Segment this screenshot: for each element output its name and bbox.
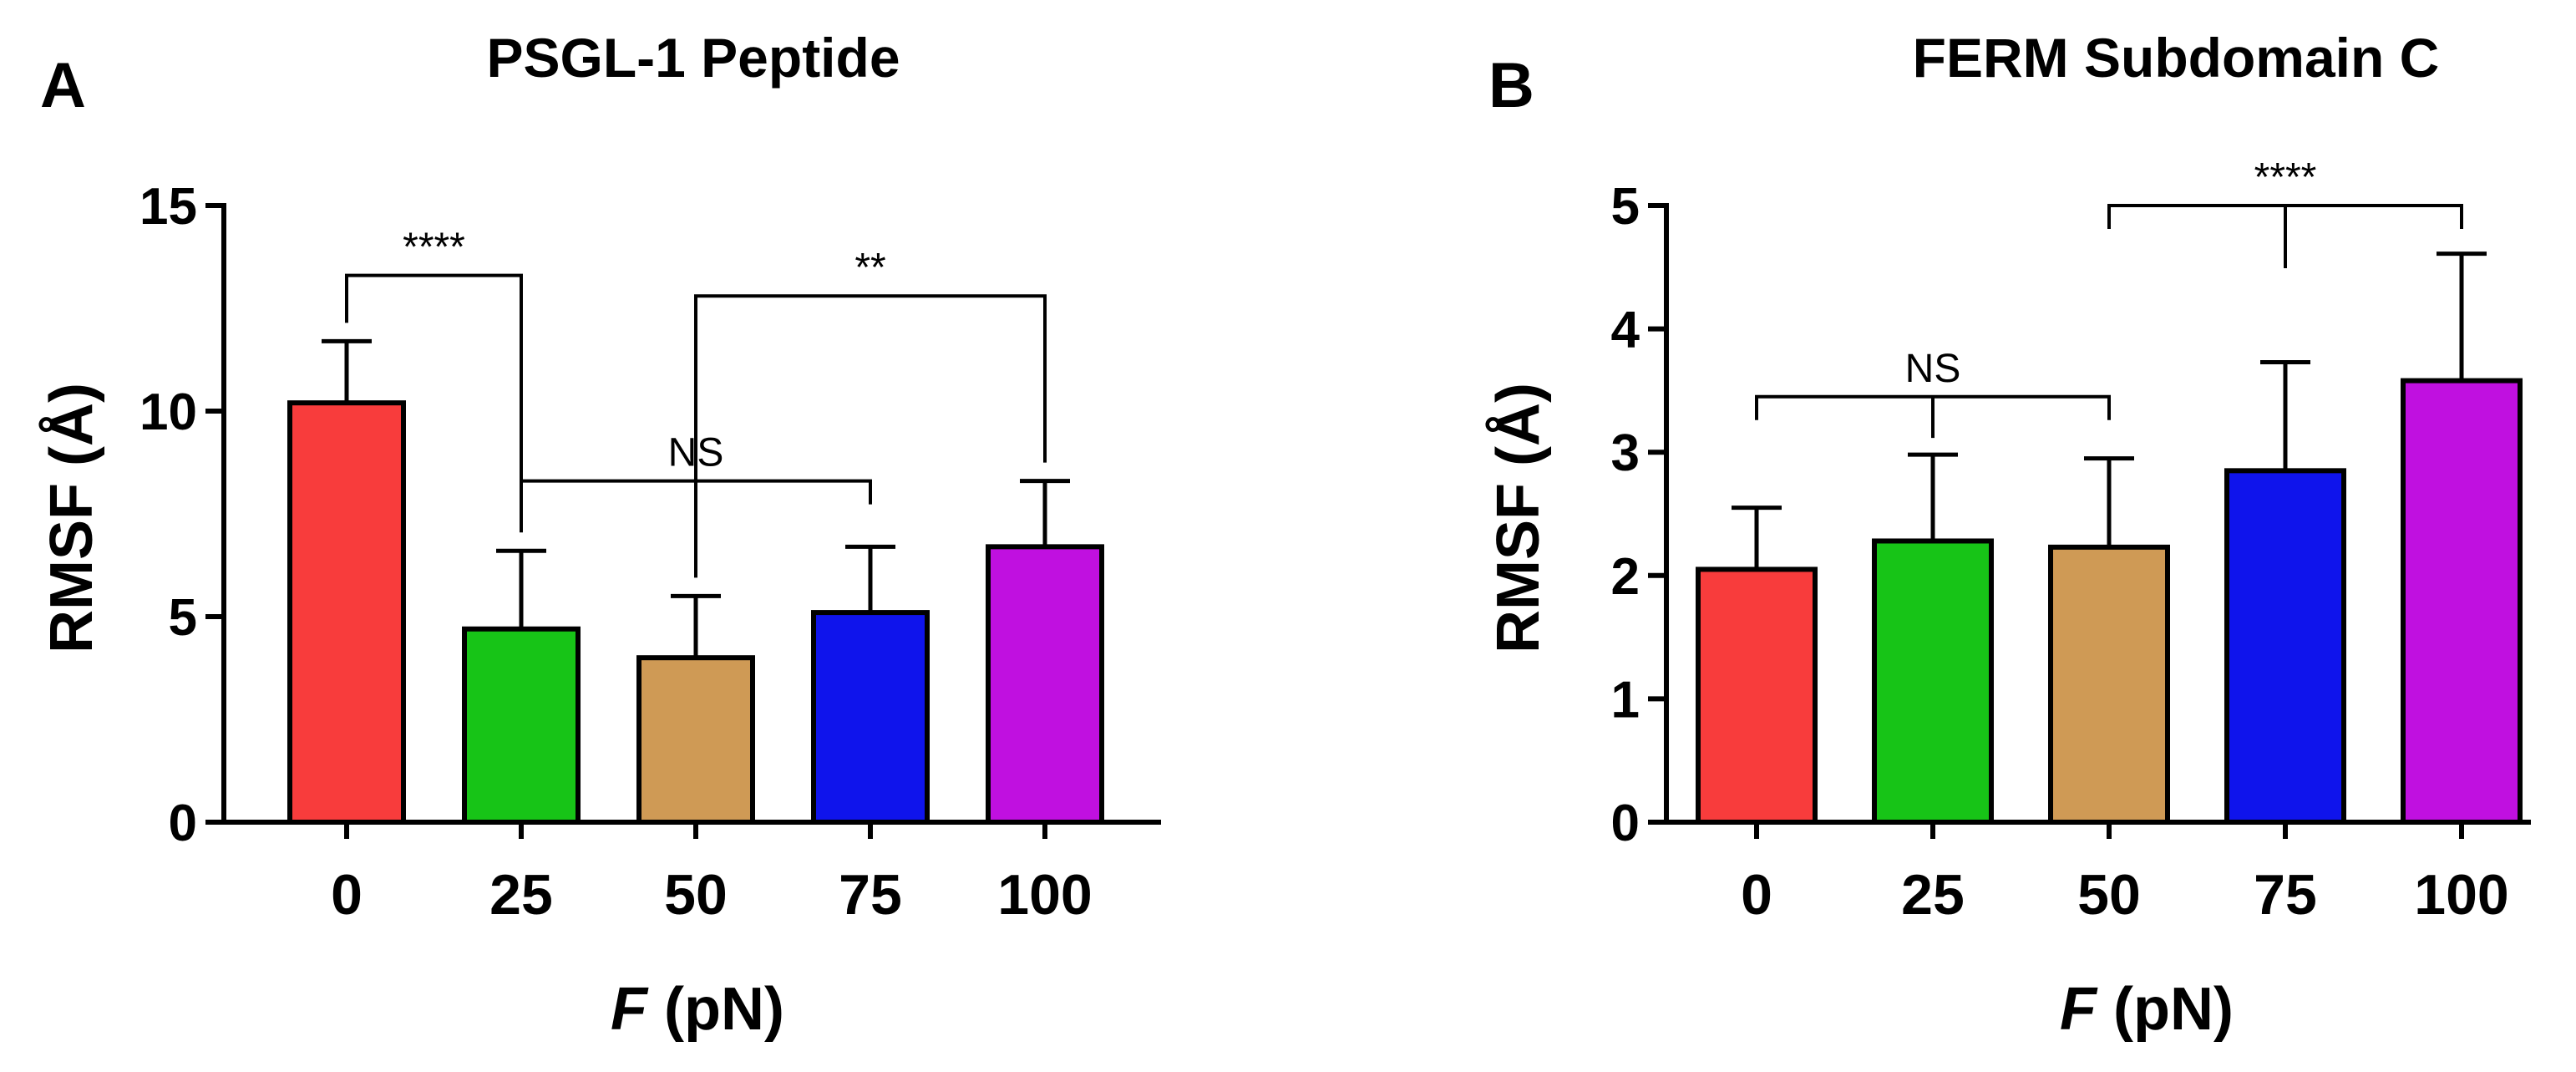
bar: [1696, 566, 1818, 825]
panel-label: B: [1488, 50, 1534, 121]
x-tick-label: 75: [839, 863, 902, 927]
significance-label: ****: [403, 226, 465, 270]
y-tick-label: 1: [1611, 671, 1640, 729]
x-axis-variable: F: [611, 976, 649, 1043]
y-tick-label: 10: [139, 384, 197, 441]
x-tick-label: 25: [489, 863, 553, 927]
x-tick-label: 100: [2414, 863, 2508, 927]
bar: [986, 544, 1104, 825]
x-axis-unit: (pN): [2097, 976, 2234, 1043]
chart-title: FERM Subdomain C: [1913, 27, 2440, 89]
y-axis-label: RMSF (Å): [1485, 383, 1552, 653]
x-tick-label: 0: [331, 863, 363, 927]
x-tick-label: 50: [664, 863, 728, 927]
y-tick-label: 4: [1611, 302, 1640, 359]
x-tick-label: 50: [2077, 863, 2141, 927]
x-axis-variable: F: [2060, 976, 2098, 1043]
x-tick-label: 100: [997, 863, 1092, 927]
bar: [636, 655, 755, 826]
significance-label: **: [854, 246, 885, 290]
chart-title: PSGL-1 Peptide: [486, 27, 900, 89]
bar: [287, 400, 406, 825]
bar: [1872, 538, 1994, 825]
y-tick-label: 5: [169, 589, 197, 647]
x-axis-label: F (pN): [2060, 976, 2234, 1043]
panel-label: A: [40, 50, 86, 121]
x-tick-label: 75: [2254, 863, 2317, 927]
y-tick-label: 0: [1611, 795, 1640, 852]
y-tick-label: 3: [1611, 424, 1640, 482]
significance-bracket: [345, 273, 523, 533]
x-tick-label: 0: [1741, 863, 1772, 927]
significance-bracket: [694, 294, 1047, 578]
bar: [462, 626, 581, 826]
y-axis-label: RMSF (Å): [38, 383, 105, 653]
x-axis-unit: (pN): [647, 976, 784, 1043]
x-tick-label: 25: [1901, 863, 1965, 927]
x-axis-label: F (pN): [611, 976, 784, 1043]
panel-b: B FERM Subdomain C RMSF (Å) F (pN) 0 1 2 3 4…: [1485, 27, 2531, 1043]
significance-bracket: [2107, 204, 2463, 268]
bar: [811, 610, 930, 826]
significance-label: ****: [2254, 155, 2317, 200]
bar: [2401, 378, 2523, 826]
significance-label: NS: [1905, 347, 1961, 391]
y-tick-label: 15: [139, 178, 197, 236]
panel-a: A PSGL-1 Peptide RMSF (Å) F (pN) 0 5 10 15 0…: [38, 27, 1161, 1043]
y-tick-label: 5: [1611, 178, 1640, 236]
bar: [2224, 468, 2346, 826]
y-tick-label: 2: [1611, 548, 1640, 606]
significance-bracket: [1755, 394, 2111, 439]
bar: [2048, 544, 2170, 825]
y-tick-label: 0: [169, 795, 197, 852]
